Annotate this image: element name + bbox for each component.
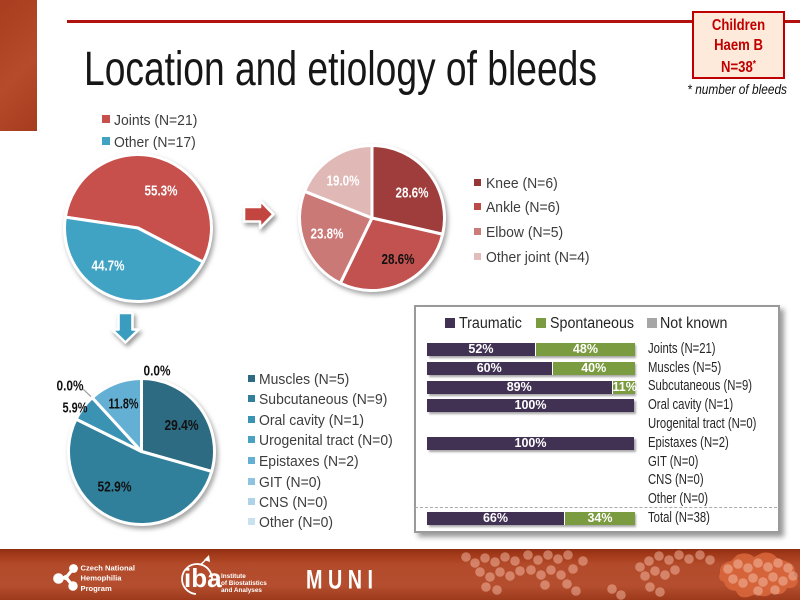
svg-text:44.7%: 44.7% — [92, 258, 125, 275]
svg-text:and Analyses: and Analyses — [221, 587, 262, 594]
svg-text:of Biostatistics: of Biostatistics — [221, 580, 267, 587]
svg-text:M U N I: M U N I — [306, 565, 373, 595]
svg-text:Czech National: Czech National — [81, 564, 135, 573]
svg-text:52.9%: 52.9% — [98, 479, 132, 496]
svg-text:29.4%: 29.4% — [165, 417, 199, 434]
svg-text:23.8%: 23.8% — [311, 226, 344, 243]
svg-text:iba: iba — [184, 563, 222, 593]
svg-text:11.8%: 11.8% — [109, 396, 139, 413]
svg-text:Institute: Institute — [221, 573, 246, 580]
svg-text:5.9%: 5.9% — [63, 400, 88, 417]
svg-text:55.3%: 55.3% — [145, 183, 178, 200]
svg-text:0.0%: 0.0% — [144, 363, 171, 380]
svg-text:0.0%: 0.0% — [57, 378, 84, 395]
svg-text:19.0%: 19.0% — [327, 173, 360, 190]
svg-text:28.6%: 28.6% — [396, 185, 429, 202]
svg-text:28.6%: 28.6% — [382, 251, 415, 268]
svg-text:Hemophilia: Hemophilia — [81, 574, 123, 583]
svg-text:Program: Program — [81, 584, 112, 593]
